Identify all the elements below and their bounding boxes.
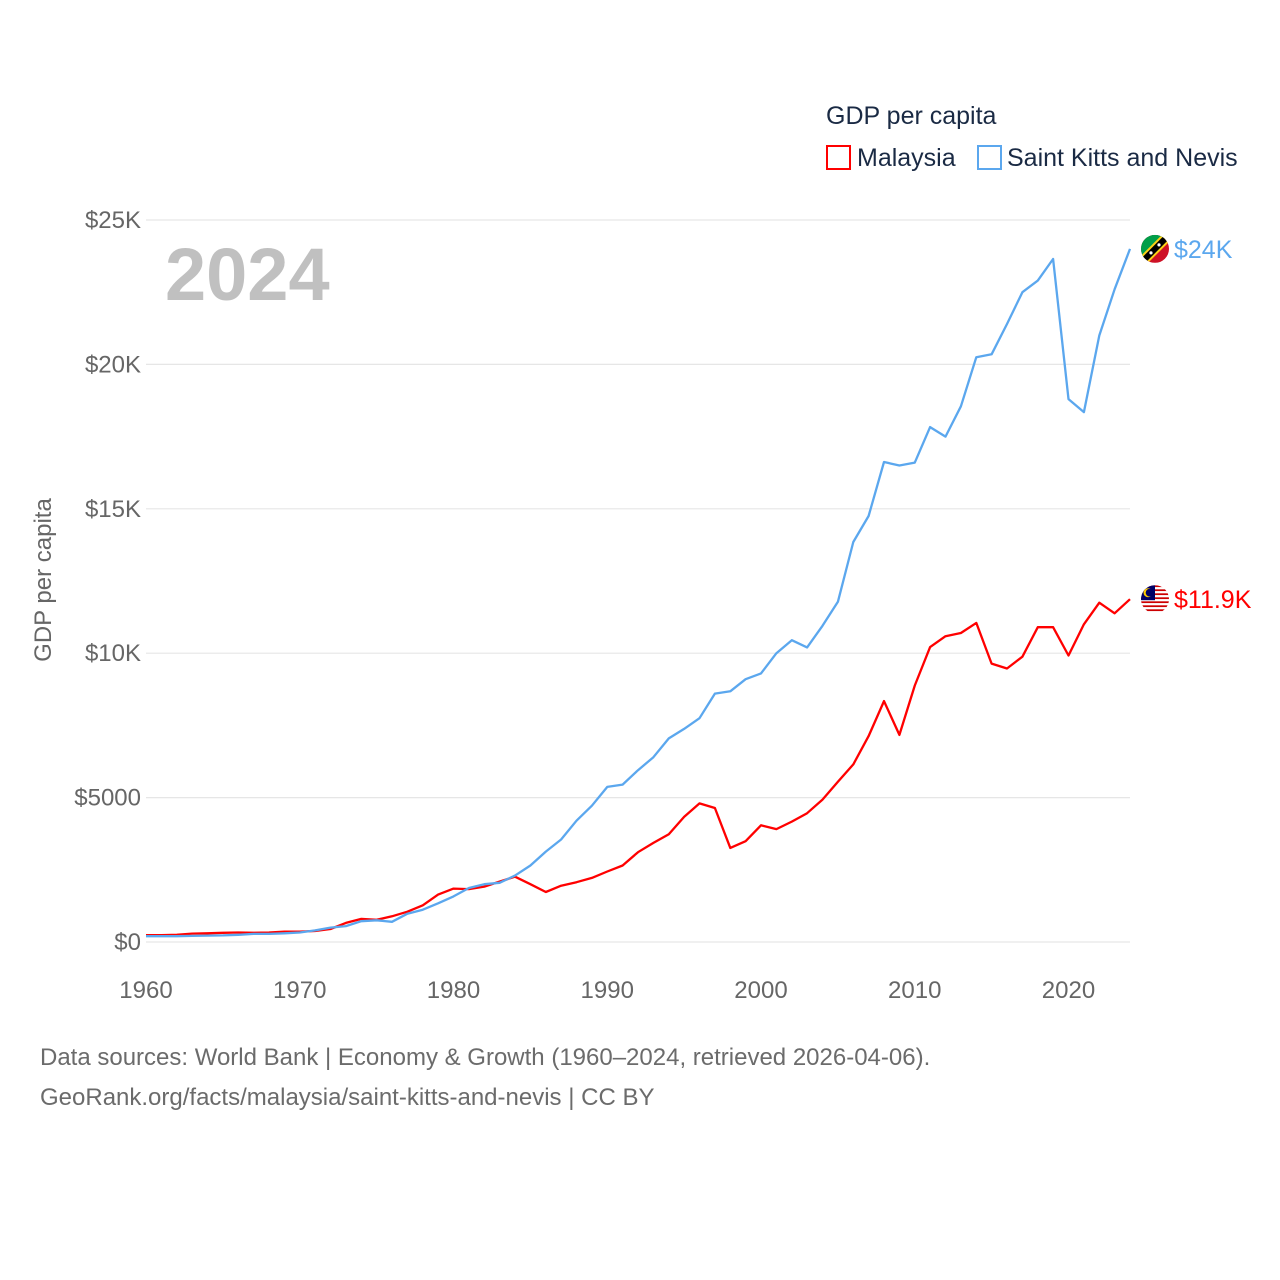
footer-sources: Data sources: World Bank | Economy & Gro… — [40, 1044, 931, 1071]
y-tick-label: $15K — [85, 496, 141, 523]
year-label: 2024 — [165, 233, 330, 316]
series-line-malaysia — [146, 598, 1131, 937]
footer-credit: GeoRank.org/facts/malaysia/saint-kitts-a… — [40, 1084, 655, 1111]
x-tick-label: 1960 — [119, 977, 172, 1004]
x-tick-label: 1970 — [273, 977, 326, 1004]
y-tick-label: $10K — [85, 640, 141, 667]
saint-kitts-and-nevis-flag-icon — [1141, 234, 1169, 263]
x-tick-label: 2010 — [888, 977, 941, 1004]
legend-label-malaysia[interactable]: Malaysia — [857, 144, 956, 172]
y-tick-label: $5000 — [74, 785, 141, 812]
end-value-label: $24K — [1174, 236, 1233, 264]
malaysia-flag-icon — [1141, 585, 1169, 614]
legend-label-saint-kitts[interactable]: Saint Kitts and Nevis — [1007, 144, 1238, 172]
end-labels: $11.9K $24K — [1141, 234, 1252, 614]
x-tick-label: 2000 — [734, 977, 787, 1004]
legend-swatch-saint-kitts[interactable] — [977, 145, 1002, 170]
y-tick-label: $0 — [114, 929, 141, 956]
series-lines — [146, 248, 1132, 938]
legend: GDP per capita Malaysia Saint Kitts and … — [826, 102, 1238, 172]
x-axis-ticks: 1960 1970 1980 1990 2000 2010 2020 — [119, 977, 1095, 1004]
legend-swatch-malaysia[interactable] — [826, 145, 851, 170]
legend-title: GDP per capita — [826, 102, 997, 130]
y-tick-label: $25K — [85, 207, 141, 234]
y-axis-ticks: $0 $5000 $10K $15K $20K $25K — [74, 207, 141, 956]
y-axis-label: GDP per capita — [30, 498, 57, 662]
end-value-label: $11.9K — [1174, 586, 1252, 614]
x-tick-label: 2020 — [1042, 977, 1095, 1004]
x-tick-label: 1980 — [427, 977, 480, 1004]
gridlines — [146, 219, 1130, 943]
series-line-saint-kitts-and-nevis — [146, 248, 1132, 938]
x-tick-label: 1990 — [581, 977, 634, 1004]
y-tick-label: $20K — [85, 351, 141, 378]
